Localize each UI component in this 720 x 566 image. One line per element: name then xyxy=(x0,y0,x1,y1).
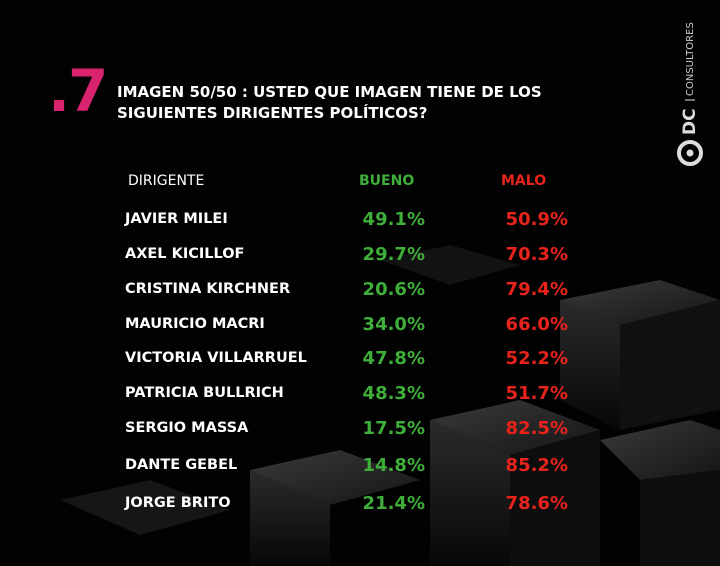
good-value: 47.8% xyxy=(362,348,425,369)
column-header: DIRIGENTE xyxy=(128,173,205,189)
good-value: 17.5% xyxy=(362,418,425,439)
row-name: JAVIER MILEI xyxy=(125,211,228,227)
bad-value: 51.7% xyxy=(505,383,568,404)
bad-value: 82.5% xyxy=(505,418,568,439)
good-value: 14.8% xyxy=(362,455,425,476)
row-name: PATRICIA BULLRICH xyxy=(125,385,284,401)
bad-value: 79.4% xyxy=(505,279,568,300)
row-name: DANTE GEBEL xyxy=(125,457,238,473)
bad-value: 85.2% xyxy=(505,455,568,476)
bad-value: 70.3% xyxy=(505,244,568,265)
logo-ring xyxy=(677,140,703,166)
bad-value: 78.6% xyxy=(505,493,568,514)
row-name: CRISTINA KIRCHNER xyxy=(125,281,291,297)
logo-dot xyxy=(686,149,694,157)
title-line: SIGUIENTES DIRIGENTES POLÍTICOS? xyxy=(117,104,428,122)
logo: DC CONSULTORES xyxy=(677,22,703,166)
good-value: 29.7% xyxy=(362,244,425,265)
good-value: 49.1% xyxy=(362,209,425,230)
good-value: 21.4% xyxy=(362,493,425,514)
good-value: 48.3% xyxy=(362,383,425,404)
bad-value: 52.2% xyxy=(505,348,568,369)
row-name: AXEL KICILLOF xyxy=(125,246,245,262)
logo-subtitle: CONSULTORES xyxy=(685,22,696,96)
row-name: VICTORIA VILLARRUEL xyxy=(125,350,307,366)
column-header: BUENO xyxy=(359,173,415,189)
row-name: JORGE BRITO xyxy=(125,495,231,511)
good-value: 20.6% xyxy=(362,279,425,300)
row-name: MAURICIO MACRI xyxy=(125,316,265,332)
good-value: 34.0% xyxy=(362,314,425,335)
bad-value: 66.0% xyxy=(505,314,568,335)
section-number: .7 xyxy=(48,57,108,125)
bad-value: 50.9% xyxy=(505,209,568,230)
title-line: IMAGEN 50/50 : USTED QUE IMAGEN TIENE DE… xyxy=(117,83,542,101)
logo-brand: DC xyxy=(680,108,700,135)
row-name: SERGIO MASSA xyxy=(125,420,249,436)
column-header: MALO xyxy=(501,173,547,189)
